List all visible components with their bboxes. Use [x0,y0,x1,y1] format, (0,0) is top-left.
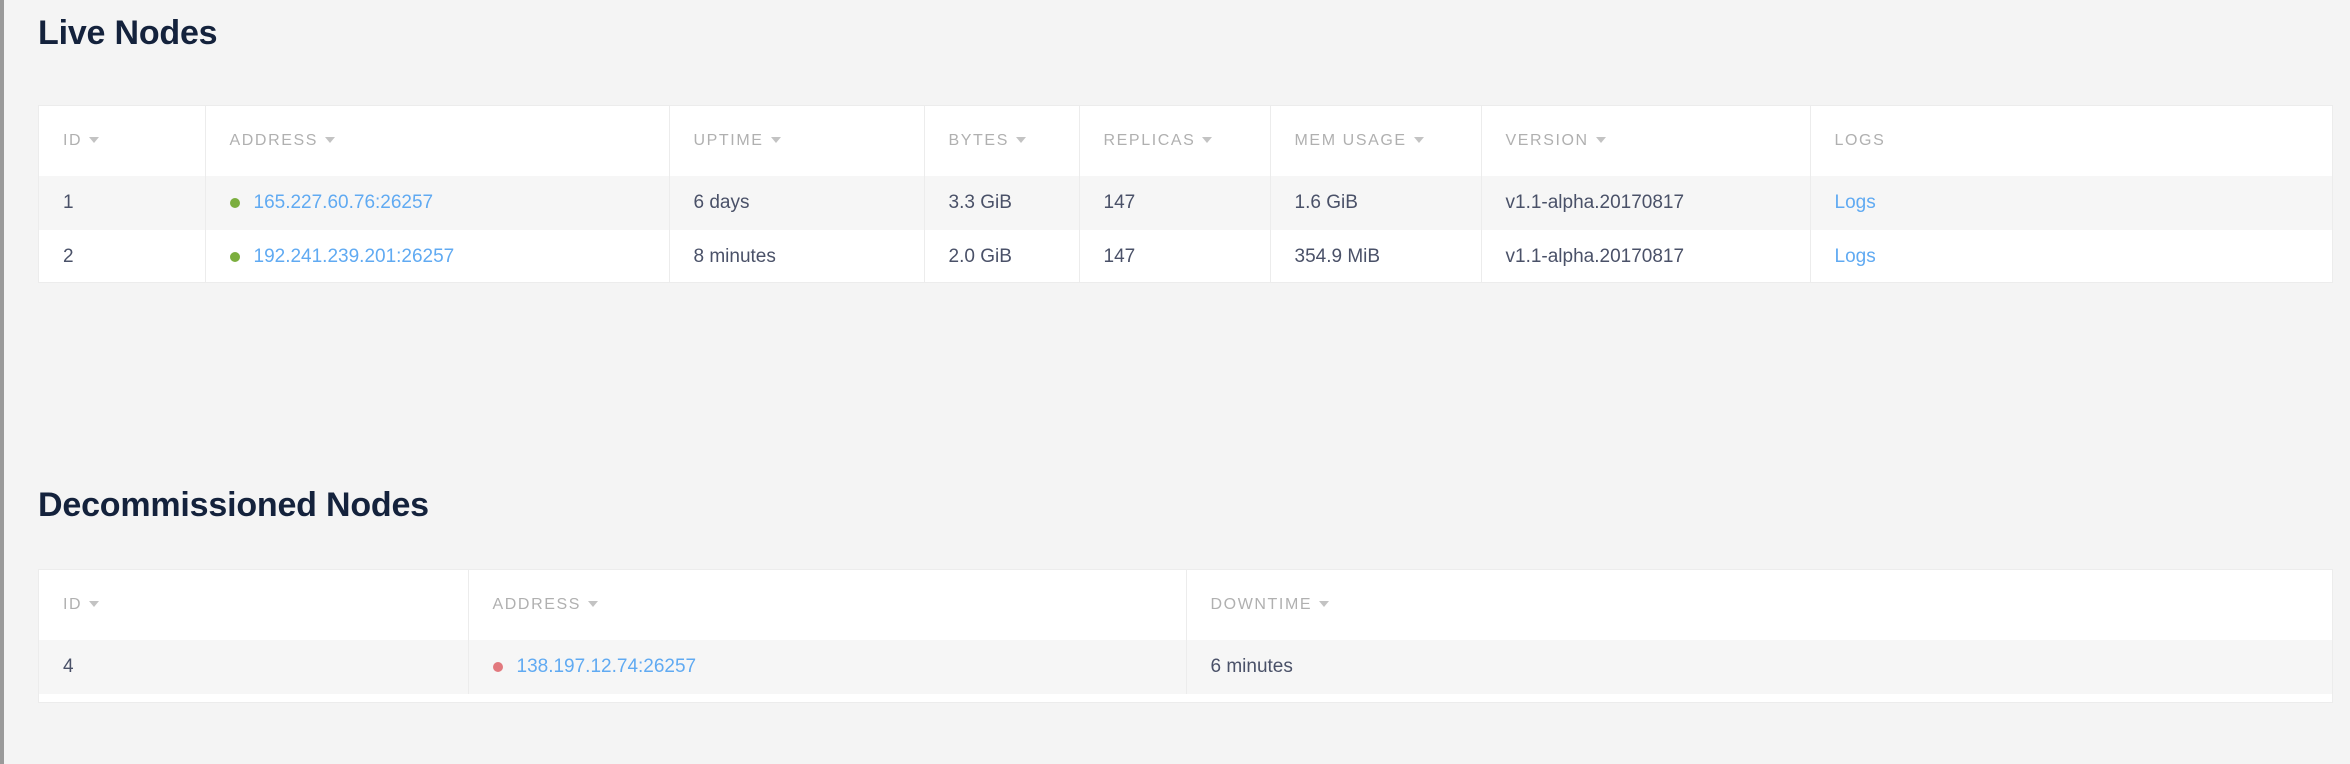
column-header-id-label: ID [63,596,83,613]
live-nodes-title: Live Nodes [38,14,218,52]
column-header-logs: LOGS [1810,106,2332,176]
decommissioned-nodes-table-header: ID ADDRESS DOWNTIME [39,570,2332,640]
cell-bytes: 2.0 GiB [924,230,1080,282]
cell-uptime: 8 minutes [669,230,925,282]
sort-caret-icon[interactable] [325,136,336,143]
cell-address: 138.197.12.74:26257 [468,640,1187,694]
column-header-address-label: ADDRESS [229,132,319,149]
column-header-address-label: ADDRESS [492,596,582,613]
status-dot-live-icon [229,252,240,262]
column-header-logs-label: LOGS [1834,132,1886,149]
live-nodes-table: ID ADDRESS UPTIME BYTES REPLICAS MEM USA… [39,106,2332,282]
decommissioned-nodes-table-container: ID ADDRESS DOWNTIME 4 138.197.12.74:2625… [38,569,2333,703]
address-wrap: 165.227.60.76:26257 [229,176,669,230]
sort-caret-icon[interactable] [1413,136,1424,143]
live-nodes-table-container: ID ADDRESS UPTIME BYTES REPLICAS MEM USA… [38,105,2333,283]
node-address-link[interactable]: 165.227.60.76:26257 [253,192,434,213]
column-header-id[interactable]: ID [39,570,469,640]
cell-mem-usage: 354.9 MiB [1270,230,1482,282]
column-header-mem-usage-label: MEM USAGE [1294,132,1407,149]
page-content: Live Nodes ID ADDRESS UPTIME BYTES REPLI… [10,0,2350,764]
decommissioned-nodes-table: ID ADDRESS DOWNTIME 4 138.197.12.74:2625… [39,570,2332,694]
table-header-row: ID ADDRESS DOWNTIME [39,570,2332,640]
column-header-bytes[interactable]: BYTES [924,106,1080,176]
cell-id: 4 [39,640,469,694]
decommissioned-nodes-title: Decommissioned Nodes [38,486,429,524]
sort-caret-icon[interactable] [770,136,781,143]
column-header-uptime-label: UPTIME [693,132,764,149]
cell-replicas: 147 [1079,230,1271,282]
cell-mem-usage: 1.6 GiB [1270,176,1482,230]
cell-version: v1.1-alpha.20170817 [1481,176,1811,230]
cell-uptime: 6 days [669,176,925,230]
cell-logs: Logs [1810,230,2332,282]
node-address-link[interactable]: 192.241.239.201:26257 [253,246,455,267]
column-header-address[interactable]: ADDRESS [468,570,1187,640]
column-header-replicas[interactable]: REPLICAS [1079,106,1271,176]
cell-replicas: 147 [1079,176,1271,230]
status-dot-live-icon [229,198,240,208]
live-nodes-heading-wrap: Live Nodes [38,14,218,53]
sort-caret-icon[interactable] [1595,136,1606,143]
status-dot-dead-icon [492,662,503,672]
live-nodes-table-header: ID ADDRESS UPTIME BYTES REPLICAS MEM USA… [39,106,2332,176]
cell-id: 1 [39,176,206,230]
column-header-downtime[interactable]: DOWNTIME [1186,570,2332,640]
column-header-replicas-label: REPLICAS [1103,132,1196,149]
node-address-link[interactable]: 138.197.12.74:26257 [516,656,697,677]
logs-link[interactable]: Logs [1834,246,1876,267]
sort-caret-icon[interactable] [1202,136,1213,143]
sort-caret-icon[interactable] [89,136,100,143]
column-header-uptime[interactable]: UPTIME [669,106,925,176]
page-left-border [0,0,4,764]
cell-version: v1.1-alpha.20170817 [1481,230,1811,282]
cell-id: 2 [39,230,206,282]
column-header-address[interactable]: ADDRESS [205,106,670,176]
column-header-version-label: VERSION [1505,132,1589,149]
table-row: 4 138.197.12.74:26257 6 minutes [39,640,2332,694]
column-header-bytes-label: BYTES [948,132,1009,149]
sort-caret-icon[interactable] [1319,600,1330,607]
sort-caret-icon[interactable] [89,600,100,607]
sort-caret-icon[interactable] [1015,136,1026,143]
cell-logs: Logs [1810,176,2332,230]
column-header-downtime-label: DOWNTIME [1210,596,1313,613]
column-header-id[interactable]: ID [39,106,206,176]
decommissioned-nodes-table-body: 4 138.197.12.74:26257 6 minutes [39,640,2332,694]
column-header-mem-usage[interactable]: MEM USAGE [1270,106,1482,176]
logs-link[interactable]: Logs [1834,192,1876,213]
sort-caret-icon[interactable] [588,600,599,607]
cell-bytes: 3.3 GiB [924,176,1080,230]
table-row: 2 192.241.239.201:26257 8 minutes 2.0 Gi… [39,230,2332,282]
cell-address: 192.241.239.201:26257 [205,230,670,282]
cell-downtime: 6 minutes [1186,640,2332,694]
decommissioned-nodes-heading-wrap: Decommissioned Nodes [38,486,429,525]
table-row: 1 165.227.60.76:26257 6 days 3.3 GiB 147… [39,176,2332,230]
address-wrap: 192.241.239.201:26257 [229,230,669,282]
live-nodes-table-body: 1 165.227.60.76:26257 6 days 3.3 GiB 147… [39,176,2332,282]
column-header-version[interactable]: VERSION [1481,106,1811,176]
address-wrap: 138.197.12.74:26257 [492,640,1186,694]
column-header-id-label: ID [63,132,83,149]
table-header-row: ID ADDRESS UPTIME BYTES REPLICAS MEM USA… [39,106,2332,176]
cell-address: 165.227.60.76:26257 [205,176,670,230]
